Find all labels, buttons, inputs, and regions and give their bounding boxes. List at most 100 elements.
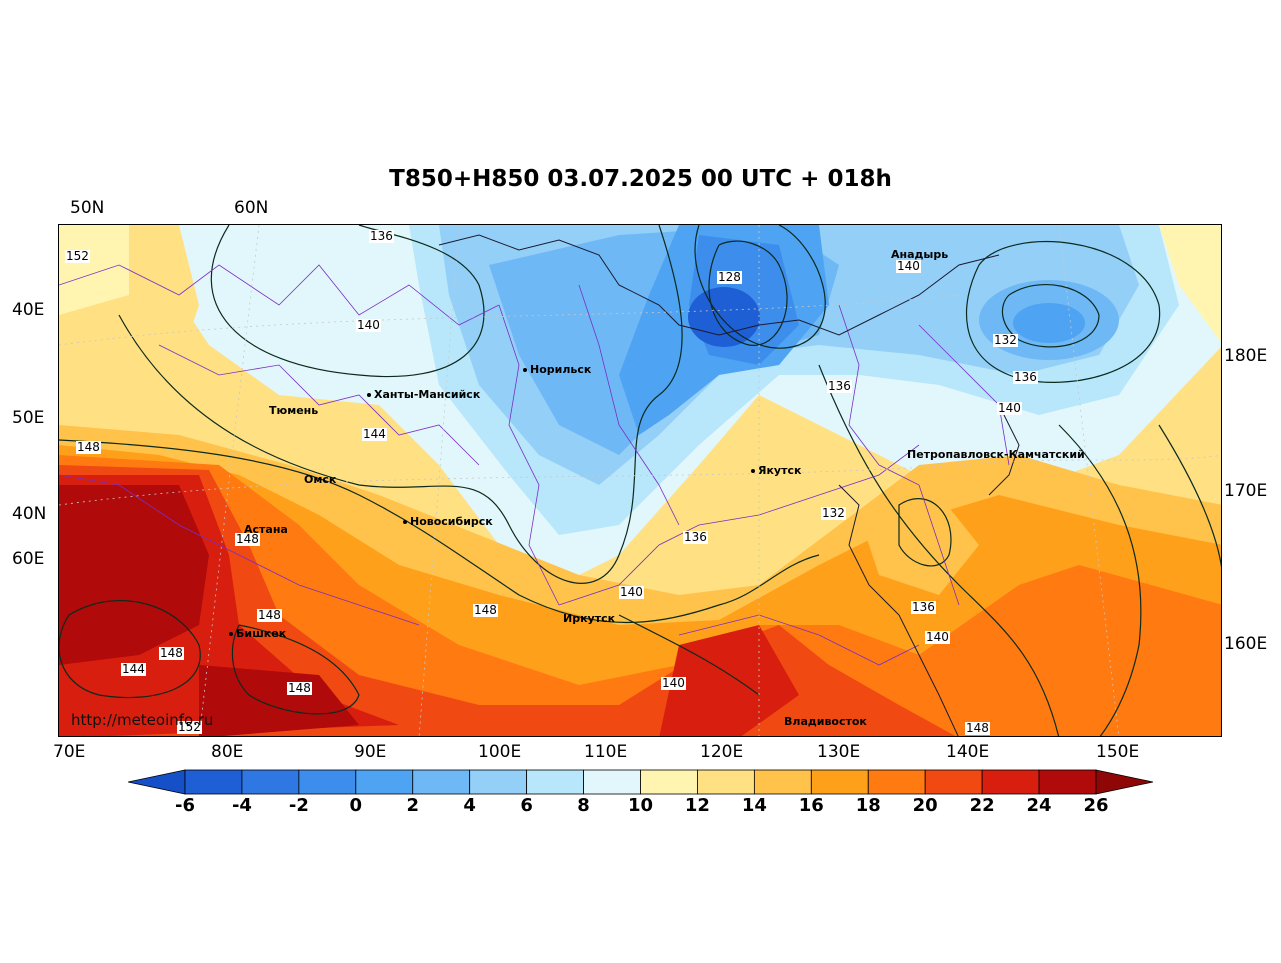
city-marker-icon	[367, 393, 371, 397]
colorbar-swatch	[1038, 769, 1097, 795]
contour-label: 136	[827, 379, 852, 393]
city-label: Тюмень	[269, 404, 319, 417]
contour-label: 140	[925, 630, 950, 644]
city-bishkek[interactable]: Бишкек	[229, 627, 286, 640]
city-label: Иркутск	[563, 612, 616, 625]
city-omsk[interactable]: Омск	[304, 473, 336, 486]
contour-label: 148	[257, 608, 282, 622]
colorbar-tick-label: 26	[1083, 795, 1109, 816]
contour-label: 144	[362, 427, 387, 441]
lon-label-80e: 80E	[211, 742, 244, 762]
contour-label: 148	[473, 603, 498, 617]
colorbar-swatch	[697, 769, 755, 795]
right-label-160e: 160E	[1224, 634, 1268, 654]
city-marker-icon	[523, 368, 527, 372]
left-label-50e: 50E	[12, 408, 45, 428]
colorbar-swatch	[526, 769, 584, 795]
city-irkutsk[interactable]: Иркутск	[563, 612, 615, 625]
lon-label-70e: 70E	[53, 742, 86, 762]
city-marker-icon	[229, 632, 233, 636]
contour-label: 148	[965, 721, 990, 735]
colorbar-swatch	[184, 769, 243, 795]
contour-label: 148	[76, 440, 101, 454]
colorbar-tick-label: 14	[741, 795, 767, 816]
city-marker-icon	[403, 520, 407, 524]
city-yakutsk[interactable]: Якутск	[751, 464, 801, 477]
lat-label-top-50n: 50N	[70, 198, 105, 218]
city-label: Владивосток	[784, 715, 867, 728]
city-label: Якутск	[758, 464, 802, 477]
colorbar-swatch	[981, 769, 1040, 795]
contour-label: 136	[1013, 370, 1038, 384]
contour-label: 140	[356, 318, 381, 332]
city-astana[interactable]: Астана	[244, 523, 288, 536]
contour-label: 148	[235, 532, 260, 546]
city-label: Омск	[304, 473, 337, 486]
contour-label: 140	[997, 401, 1022, 415]
contour-label: 136	[911, 600, 936, 614]
colorbar-tick-label: -2	[288, 795, 309, 816]
contour-label: 148	[159, 646, 184, 660]
colorbar-tick-label: 24	[1026, 795, 1052, 816]
city-label: Ханты-Мансийск	[374, 388, 481, 401]
left-label-40e: 40E	[12, 300, 45, 320]
colorbar-tick-label: 0	[349, 795, 363, 816]
city-novosibirsk[interactable]: Новосибирск	[403, 515, 493, 528]
contour-label: 132	[821, 506, 846, 520]
colorbar-swatch	[298, 769, 357, 795]
colorbar-swatch	[753, 769, 812, 795]
city-tyumen[interactable]: Тюмень	[269, 404, 318, 417]
lon-label-130e: 130E	[817, 742, 861, 762]
city-khanty-mansiysk[interactable]: Ханты-Мансийск	[367, 388, 480, 401]
right-label-170e: 170E	[1224, 481, 1268, 501]
city-petropavlovsk[interactable]: Петропавловск-Камчатский	[907, 448, 1085, 461]
lon-label-150e: 150E	[1096, 742, 1140, 762]
lon-label-140e: 140E	[946, 742, 990, 762]
colorbar-swatch	[355, 769, 414, 795]
colorbar-swatch	[640, 769, 698, 795]
contour-label: 128	[717, 270, 742, 284]
contour-label: 148	[287, 681, 312, 695]
colorbar-tick-label: -4	[231, 795, 252, 816]
colorbar-tick-label: -6	[175, 795, 195, 816]
colorbar-tick-label: 12	[684, 795, 710, 816]
city-anadyr[interactable]: Анадырь	[891, 248, 948, 261]
colorbar-tick-label: 2	[406, 795, 420, 816]
city-label: Бишкек	[236, 627, 287, 640]
lon-label-110e: 110E	[584, 742, 628, 762]
contour-label: 132	[993, 333, 1018, 347]
colorbar-tick-label: 18	[855, 795, 881, 816]
contour-label: 152	[177, 720, 202, 734]
colorbar-tick-label: 10	[627, 795, 654, 816]
city-label: Норильск	[530, 363, 592, 376]
map-panel[interactable]: Норильск Ханты-Мансийск Тюмень Омск Аста…	[58, 224, 1222, 737]
colorbar-low-arrow	[128, 769, 186, 795]
colorbar-tick-label: 8	[577, 795, 590, 816]
lon-label-100e: 100E	[478, 742, 522, 762]
lon-label-120e: 120E	[700, 742, 744, 762]
contour-label: 140	[896, 259, 921, 273]
lat-label-top-60n: 60N	[234, 198, 269, 218]
city-marker-icon	[751, 469, 755, 473]
contour-label: 152	[65, 249, 90, 263]
colorbar-swatch	[867, 769, 926, 795]
colorbar-swatch	[412, 769, 471, 795]
city-norilsk[interactable]: Норильск	[523, 363, 591, 376]
contour-label: 144	[121, 662, 146, 676]
colorbar-swatch	[583, 769, 641, 795]
city-label: Петропавловск-Камчатский	[907, 448, 1085, 461]
city-label: Анадырь	[891, 248, 949, 261]
city-label: Новосибирск	[410, 515, 493, 528]
colorbar-tick-label: 22	[969, 795, 995, 816]
city-vladivostok[interactable]: Владивосток	[784, 715, 867, 728]
contour-label: 136	[683, 530, 708, 544]
right-label-180e: 180E	[1224, 346, 1268, 366]
left-label-60e: 60E	[12, 549, 45, 569]
colorbar-swatch	[469, 769, 528, 795]
colorbar-swatch	[924, 769, 983, 795]
city-label: Астана	[244, 523, 288, 536]
contour-label: 140	[619, 585, 644, 599]
colorbar-tick-label: 20	[912, 795, 938, 816]
contour-label: 136	[369, 229, 394, 243]
colorbar-swatch	[241, 769, 300, 795]
